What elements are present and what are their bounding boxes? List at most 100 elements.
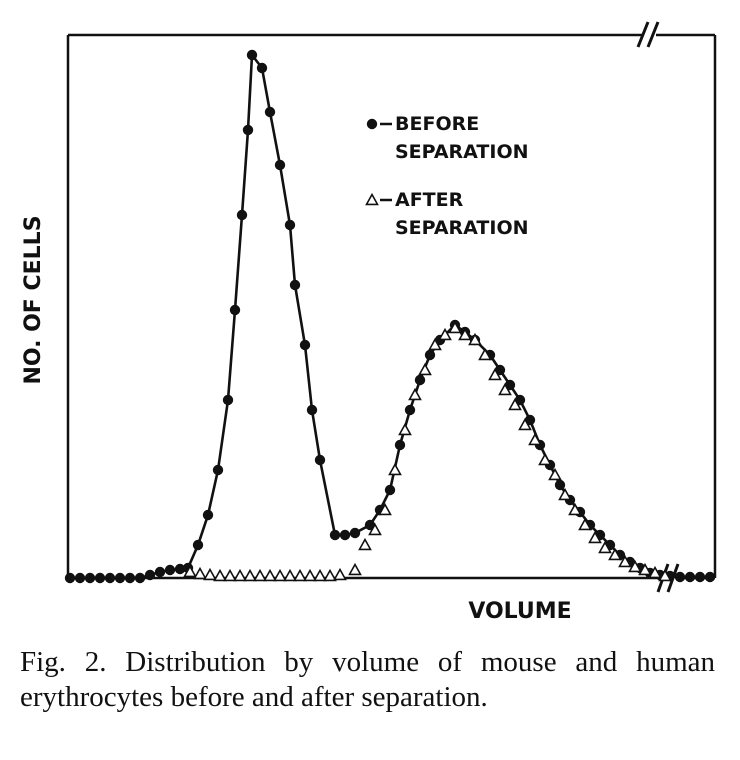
data-point [124, 572, 136, 584]
data-point [253, 568, 267, 582]
data-point [478, 347, 492, 361]
data-point [548, 467, 562, 481]
data-point [648, 565, 662, 579]
data-point [424, 349, 436, 361]
data-point [104, 572, 116, 584]
data-point [64, 572, 76, 584]
data-point [438, 327, 452, 341]
data-point [314, 454, 326, 466]
data-point [114, 572, 126, 584]
data-point [674, 571, 686, 583]
data-point [229, 304, 241, 316]
data-point [458, 327, 472, 341]
fit-curve [70, 51, 710, 580]
data-point [508, 397, 522, 411]
data-point [414, 374, 426, 386]
data-point [84, 572, 96, 584]
data-point [568, 502, 582, 516]
data-point [293, 568, 307, 582]
data-point [144, 569, 156, 581]
data-point [448, 320, 462, 334]
data-point [74, 572, 86, 584]
data-point [283, 568, 297, 582]
data-point [174, 563, 186, 575]
data-point [628, 559, 642, 573]
data-point [264, 106, 276, 118]
data-point [418, 362, 432, 376]
data-point [694, 571, 706, 583]
data-point [243, 568, 257, 582]
data-point [608, 547, 622, 561]
data-point [498, 382, 512, 396]
y-axis-title: NO. OF CELLS [21, 215, 46, 384]
data-point [538, 452, 552, 466]
data-point [368, 522, 382, 536]
data-point [273, 568, 287, 582]
data-point [213, 568, 227, 582]
figure-caption: Fig. 2. Distribution by volume of mouse … [20, 646, 715, 713]
data-point [528, 432, 542, 446]
data-point [233, 568, 247, 582]
data-point [263, 568, 277, 582]
data-point [289, 279, 301, 291]
legend-label: BEFORE SEPARATION [395, 113, 529, 163]
data-point [192, 539, 204, 551]
data-point [388, 462, 402, 476]
legend-marker [366, 118, 378, 130]
data-point [323, 568, 337, 582]
data-point [578, 517, 592, 531]
data-point [428, 337, 442, 351]
data-point [384, 484, 396, 496]
data-point [638, 562, 652, 576]
data-point [313, 568, 327, 582]
data-point [398, 422, 412, 436]
data-point [223, 568, 237, 582]
data-point [306, 404, 318, 416]
axis-break [636, 21, 680, 593]
data-point [558, 487, 572, 501]
data-point [658, 568, 672, 582]
data-point [329, 529, 341, 541]
data-point [468, 332, 482, 346]
data-point [183, 564, 197, 578]
chart: NO. OF CELLS VOLUME [21, 21, 717, 624]
x-axis-title: VOLUME [468, 599, 571, 624]
data-point [274, 159, 286, 171]
data-point [394, 439, 406, 451]
data-point [222, 394, 234, 406]
data-point [378, 502, 392, 516]
data-point [94, 572, 106, 584]
data-point [256, 62, 268, 74]
data-point [404, 404, 416, 416]
data-point [134, 572, 146, 584]
data-point [202, 509, 214, 521]
data-point [333, 567, 347, 581]
data-point [246, 49, 258, 61]
data-point [299, 339, 311, 351]
data-point [518, 417, 532, 431]
data-point [193, 566, 207, 580]
data-point [303, 568, 317, 582]
data-point [704, 571, 716, 583]
data-point [358, 537, 372, 551]
data-point [236, 209, 248, 221]
data-point [488, 367, 502, 381]
data-point [284, 219, 296, 231]
data-point [242, 124, 254, 136]
frame [66, 33, 717, 580]
data-point [598, 540, 612, 554]
data-point [154, 566, 166, 578]
data-point [408, 387, 422, 401]
data-point [554, 479, 566, 491]
data-point [203, 567, 217, 581]
legend-label: AFTER SEPARATION [395, 189, 529, 239]
data-point [212, 464, 224, 476]
data-point [348, 562, 362, 576]
data-point [588, 530, 602, 544]
legend-marker [365, 192, 379, 206]
data-point [339, 529, 351, 541]
data-point [618, 554, 632, 568]
data-point [684, 571, 696, 583]
data-point [349, 527, 361, 539]
